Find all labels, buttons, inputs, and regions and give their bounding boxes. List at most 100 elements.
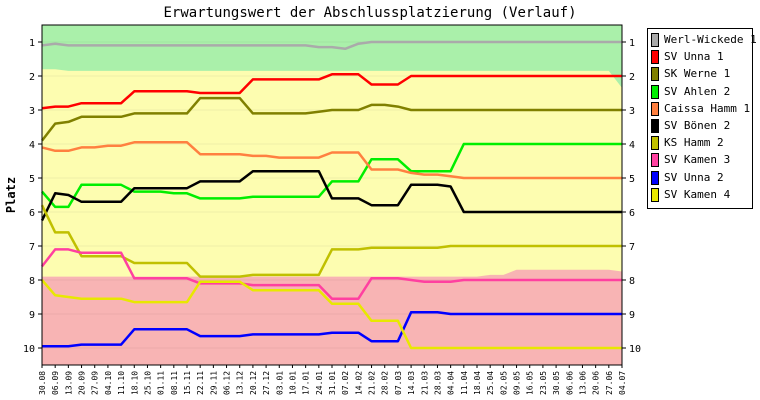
series-line-sk-werne-1	[41, 96, 622, 142]
legend-label: KS Hamm 2	[664, 136, 724, 150]
y-tick-label: 4	[29, 140, 35, 151]
x-tick-label: 08.11	[170, 371, 179, 395]
x-tick-label: 09.05	[513, 371, 522, 395]
legend-label: Werl-Wickede 1	[664, 33, 757, 46]
y-tick-label: 9	[29, 310, 35, 321]
legend-label: SV Bönen 2	[664, 119, 731, 132]
x-tick-label: 27.06	[605, 371, 614, 395]
legend-swatch	[651, 136, 659, 151]
x-tick-label: 23.05	[539, 371, 548, 395]
y-tick-label-right: 8	[629, 276, 635, 287]
x-tick-label: 25.10	[143, 371, 152, 395]
series-line-ks-hamm-2	[40, 204, 622, 278]
x-tick-label: 20.09	[78, 371, 87, 395]
background-bands	[42, 25, 622, 365]
x-tick-label: 17.01	[302, 371, 311, 395]
y-tick-label-right: 6	[629, 208, 635, 219]
x-tick-label: 13.06	[578, 371, 587, 395]
series-line-sv-kamen-3	[41, 248, 622, 300]
y-tick-label: 2	[29, 72, 35, 83]
x-tick-label: 25.04	[486, 371, 495, 395]
y-tick-label: 3	[29, 106, 35, 117]
axes: 1 1 2 2 3 3 4 4 5 5 6 6 7 7 8 8 9 9 10 10 30.08 06.09 13.09 20.…	[23, 24, 641, 395]
y-axis-label: Platz	[4, 177, 18, 213]
y-tick-label-right: 2	[629, 72, 635, 83]
legend-swatch	[651, 153, 659, 168]
x-tick-label: 06.06	[565, 371, 574, 395]
band-relegation	[42, 269, 622, 365]
x-tick-label: 31.01	[328, 371, 337, 395]
x-tick-label: 16.05	[526, 371, 535, 395]
x-tick-label: 13.12	[236, 371, 245, 395]
y-tick-label-right: 5	[629, 174, 635, 185]
x-tick-label: 11.04	[460, 371, 469, 395]
y-tick-label-right: 10	[629, 344, 641, 355]
y-tick-label-right: 3	[629, 106, 635, 117]
legend-label: SK Werne 1	[664, 67, 731, 81]
x-tick-label: 24.01	[315, 371, 324, 395]
x-tick-label: 15.11	[183, 371, 192, 395]
y-tick-label: 8	[29, 276, 35, 287]
y-tick-label: 5	[29, 174, 35, 185]
legend-label: SV Unna 2	[664, 170, 724, 184]
x-tick-label: 04.04	[447, 371, 456, 395]
y-tick-label-right: 7	[629, 242, 635, 253]
y-tick-label: 7	[29, 242, 35, 253]
x-tick-label: 04.10	[104, 371, 113, 395]
y-tick-label: 6	[29, 208, 35, 219]
x-tick-label: 10.01	[288, 371, 297, 395]
y-tick-label-right: 4	[629, 140, 635, 151]
x-tick-label: 06.12	[223, 371, 232, 395]
legend-label: SV Kamen 4	[664, 187, 731, 201]
x-tick-label: 18.10	[130, 371, 139, 395]
y-tick-label-right: 9	[629, 310, 635, 321]
x-tick-label: 07.02	[341, 371, 350, 395]
x-tick-label: 04.07	[618, 371, 627, 395]
legend-swatch	[651, 67, 659, 82]
x-tick-label: 18.04	[473, 371, 482, 395]
series-line-caissa-hamm-1	[41, 141, 622, 180]
legend-swatch	[651, 101, 659, 116]
x-tick-label: 06.09	[51, 371, 60, 395]
series-lines	[40, 40, 622, 350]
x-tick-label: 20.12	[249, 371, 258, 395]
x-tick-label: 30.08	[38, 371, 47, 395]
x-tick-label: 14.02	[354, 371, 363, 395]
band-promotion	[42, 25, 622, 88]
y-tick-label: 10	[23, 344, 35, 355]
series-line-sv-kamen-4	[41, 279, 622, 350]
legend-swatch	[651, 170, 659, 185]
y-tick-label: 1	[29, 38, 35, 49]
legend-swatch	[651, 84, 659, 99]
x-tick-label: 21.02	[368, 371, 377, 395]
series-line-sv-unna-1	[41, 73, 622, 110]
x-tick-label: 14.03	[407, 371, 416, 395]
y-tick-label-right: 1	[629, 38, 635, 49]
series-line-sv-unna-2	[42, 311, 622, 348]
x-tick-label: 07.03	[394, 371, 403, 395]
legend-label: SV Unna 1	[664, 50, 724, 64]
x-tick-label: 11.10	[117, 371, 126, 395]
series-line-sv-ahlen-2	[41, 142, 622, 209]
x-tick-label: 30.05	[552, 371, 561, 395]
x-tick-label: 27.09	[91, 371, 100, 395]
x-tick-label: 01.11	[157, 371, 166, 395]
legend-swatch	[651, 119, 659, 133]
x-tick-label: 21.03	[420, 371, 429, 395]
legend-swatch	[651, 50, 659, 65]
legend-label: SV Kamen 3	[664, 153, 731, 167]
x-tick-label: 03.01	[275, 371, 284, 395]
x-tick-label: 27.12	[262, 371, 271, 395]
x-tick-label: 22.11	[196, 371, 205, 395]
legend-label: Caissa Hamm 1	[664, 101, 751, 115]
legend: Werl-Wickede 1 SV Unna 1 SK Werne 1 SV Ahle…	[647, 28, 757, 209]
chart-title: Erwartungswert der Abschlussplatzierung …	[163, 5, 576, 21]
x-tick-label: 02.05	[499, 371, 508, 395]
x-tick-label: 29.11	[209, 371, 218, 395]
legend-swatch	[651, 187, 659, 202]
x-tick-label: 28.02	[381, 371, 390, 395]
x-tick-label: 28.03	[433, 371, 442, 395]
series-line-werl-wickede-1	[41, 40, 622, 51]
x-tick-label: 13.09	[64, 371, 73, 395]
